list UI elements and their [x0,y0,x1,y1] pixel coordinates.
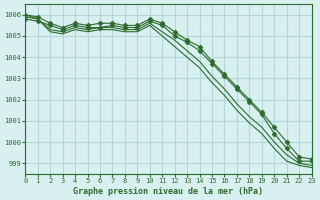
X-axis label: Graphe pression niveau de la mer (hPa): Graphe pression niveau de la mer (hPa) [74,187,263,196]
